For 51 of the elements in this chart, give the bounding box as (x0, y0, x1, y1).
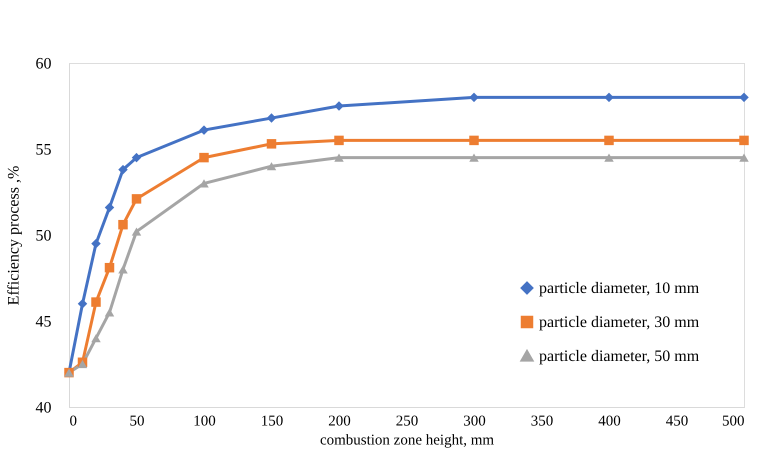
x-tick-label: 450 (666, 414, 688, 430)
point (334, 101, 344, 111)
x-tick-label: 50 (130, 414, 144, 430)
point (469, 153, 479, 162)
point (604, 153, 614, 162)
point (118, 164, 128, 174)
x-tick-label: 300 (463, 414, 486, 430)
point (334, 136, 344, 146)
legend-label: particle diameter, 50 mm (539, 348, 700, 365)
point (91, 297, 101, 307)
x-axis-title: combustion zone height, mm (320, 432, 494, 448)
point (604, 92, 614, 102)
legend-label: particle diameter, 10 mm (539, 280, 700, 297)
point (132, 194, 142, 204)
point (104, 262, 114, 272)
point (118, 265, 128, 274)
point (78, 299, 88, 309)
x-tick-label: 250 (396, 414, 418, 430)
x-tick-label: 150 (260, 414, 284, 430)
point (91, 334, 101, 342)
y-tick-label: 50 (36, 228, 52, 244)
x-tick-label: 350 (530, 414, 554, 430)
x-tick-label: 400 (598, 414, 621, 430)
point (91, 238, 101, 248)
x-tick-label: 500 (722, 414, 744, 430)
legend-label: particle diameter, 30 mm (539, 314, 700, 331)
point (469, 136, 479, 146)
point (604, 136, 614, 146)
y-tick-label: 60 (36, 56, 52, 72)
point (739, 153, 749, 162)
point (104, 308, 114, 317)
y-tick-label: 45 (36, 314, 52, 330)
x-tick-label: 100 (193, 414, 216, 430)
y-tick-label: 40 (36, 400, 52, 416)
point (132, 152, 142, 162)
x-tick-label: 0 (70, 414, 77, 430)
point (199, 125, 209, 135)
y-tick-label: 55 (36, 142, 52, 158)
x-tick-label: 200 (328, 414, 351, 430)
point (334, 153, 344, 162)
point (118, 220, 128, 230)
point (739, 136, 749, 146)
point (104, 202, 114, 212)
point (132, 227, 142, 236)
point (266, 139, 276, 149)
point (266, 162, 276, 170)
point (739, 92, 749, 102)
point (266, 113, 276, 123)
point (199, 152, 209, 162)
y-axis-title: Efficiency process ,% (6, 166, 22, 306)
point (469, 92, 479, 102)
